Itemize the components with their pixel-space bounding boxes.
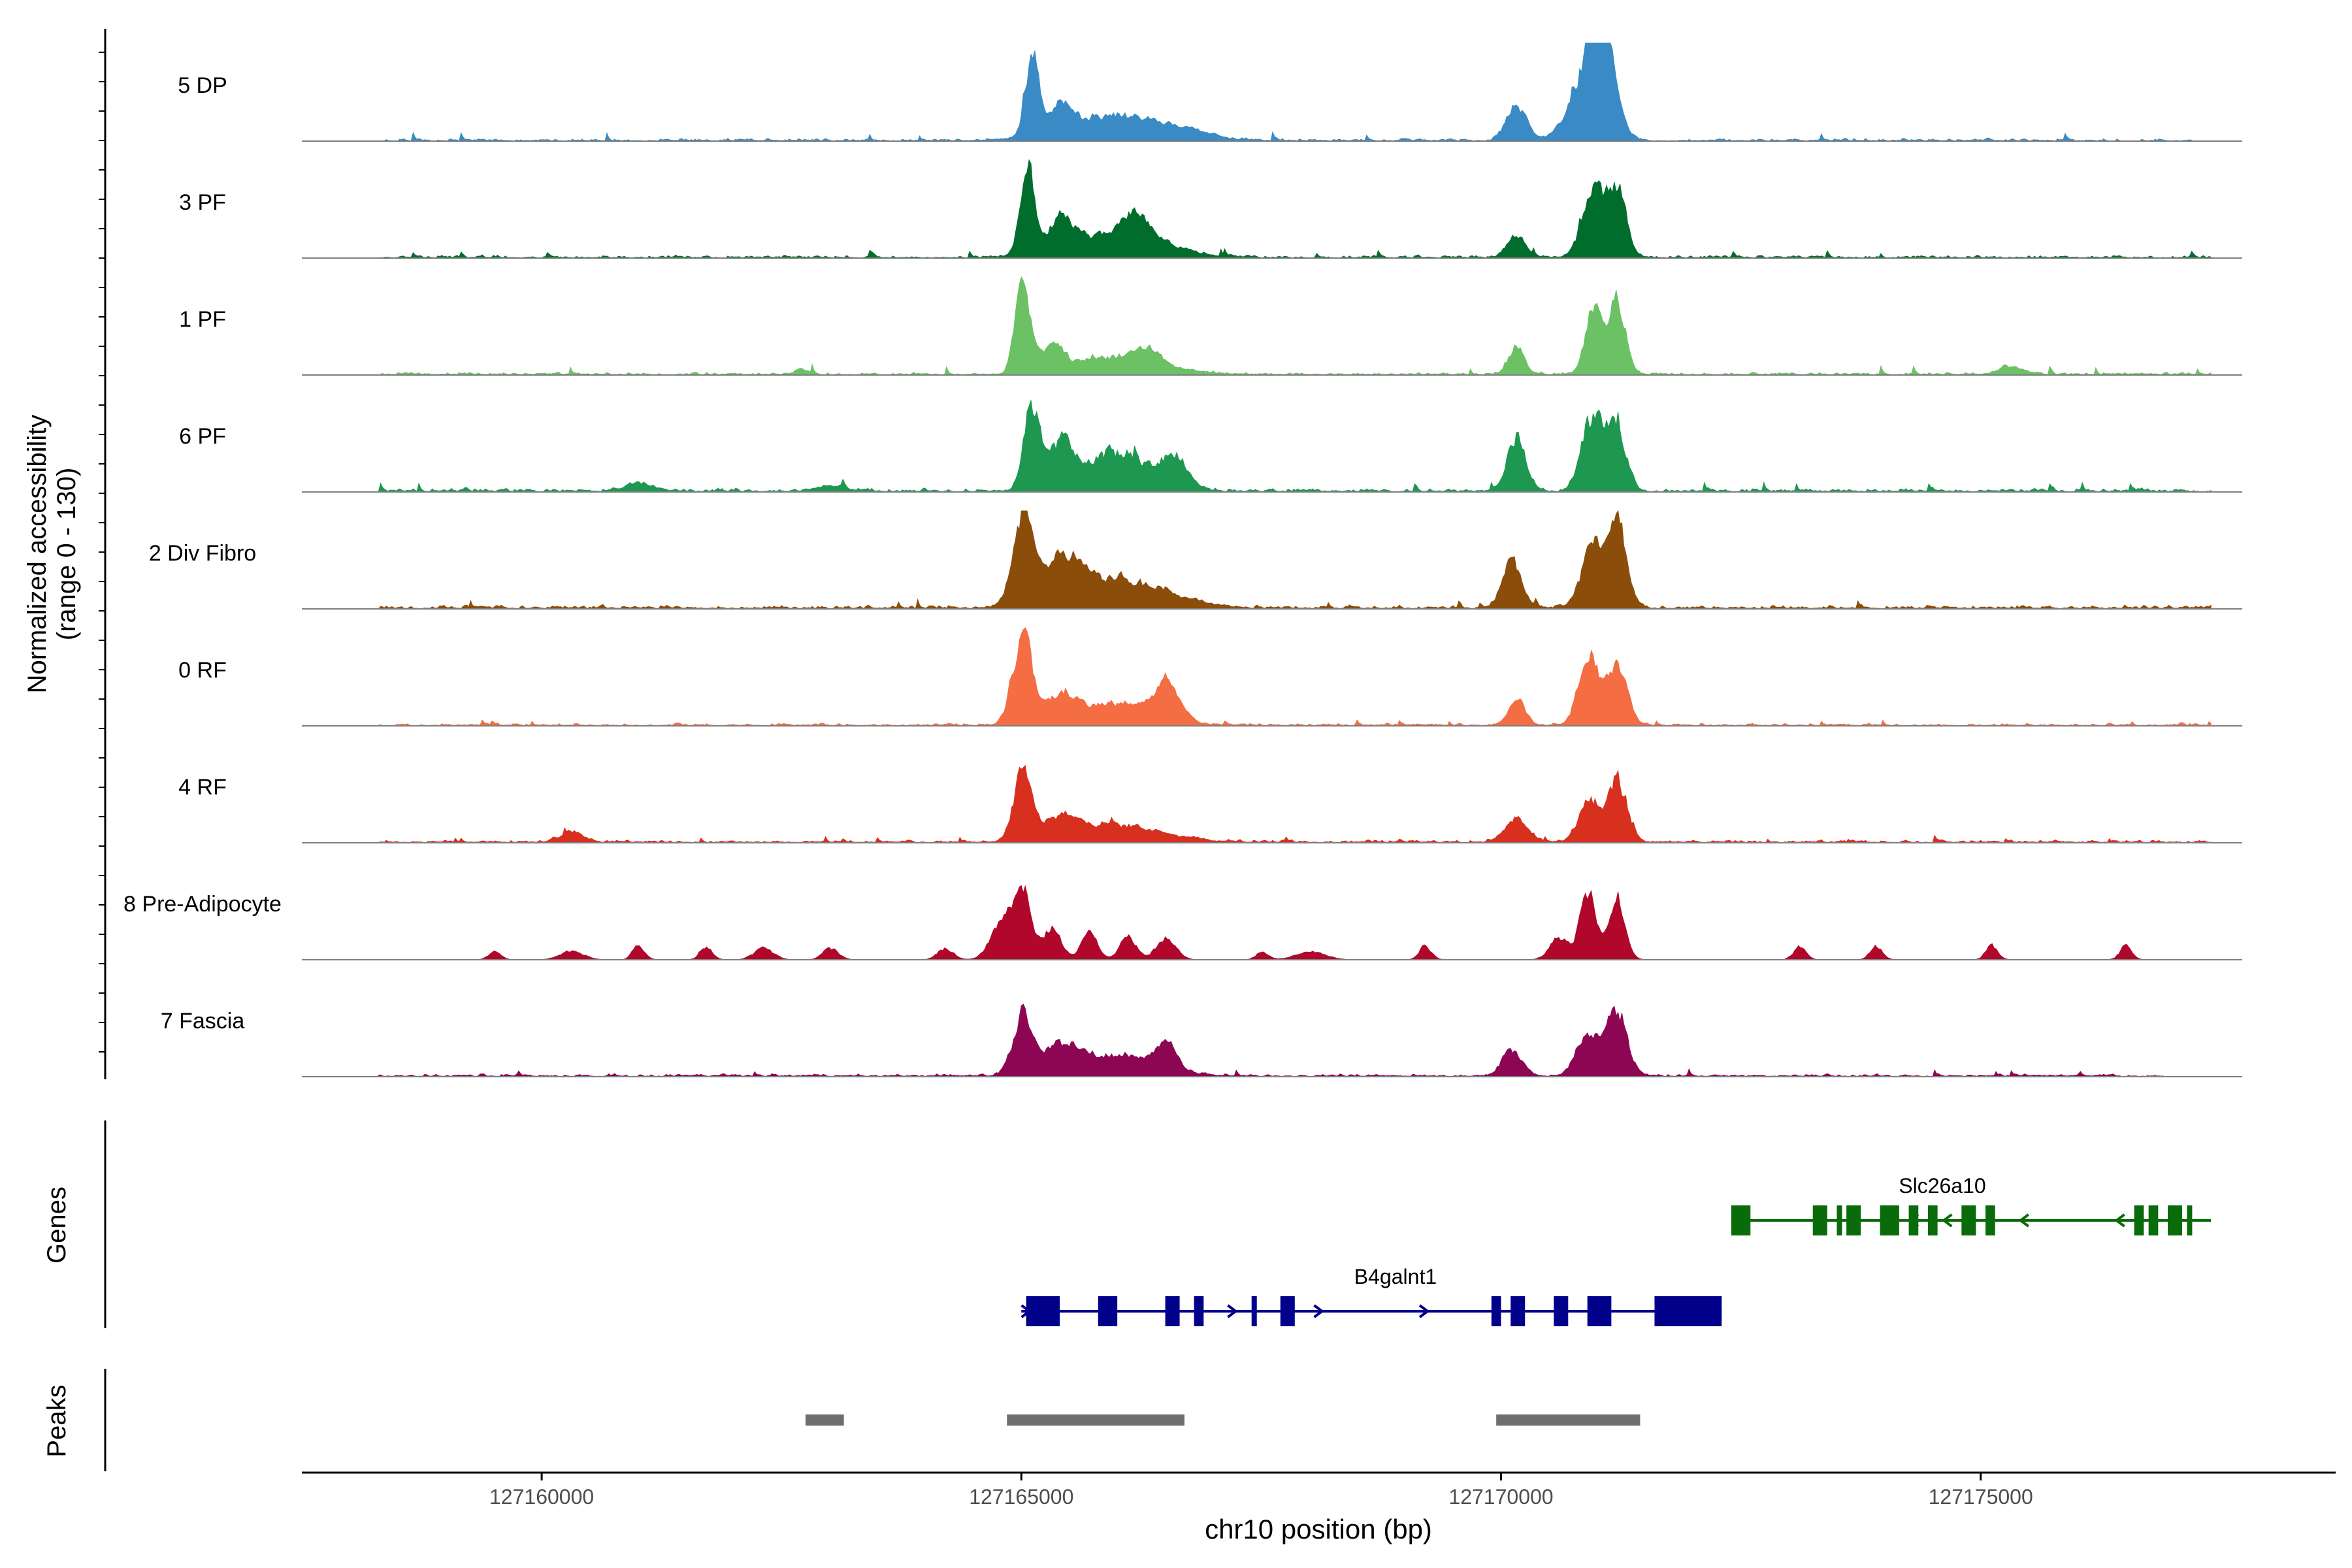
y-axis-title: Normalized accessibility: [23, 415, 52, 694]
track-label: 1 PF: [179, 307, 226, 332]
coverage-area: [378, 159, 2212, 259]
track-label: 6 PF: [179, 424, 226, 449]
gene-exon: [1927, 1205, 1938, 1235]
strand-arrow: [1418, 1304, 1430, 1318]
gene-exon: [1731, 1205, 1751, 1235]
track-5: 2 Div Fibro: [149, 510, 2242, 610]
gene-exon: [1961, 1205, 1976, 1235]
x-tick-label: 127165000: [969, 1485, 1073, 1509]
genes-panel: Slc26a10 B4galnt1: [1021, 1174, 2212, 1326]
track-label: 3 PF: [179, 190, 226, 215]
coverage-area: [378, 510, 2212, 610]
strand-arrow: [1021, 1304, 1032, 1318]
track-4: 6 PF: [179, 400, 2242, 493]
gene-exon: [1985, 1205, 1995, 1235]
track-7: 4 RF: [178, 764, 2242, 843]
strand-arrow: [1227, 1304, 1238, 1318]
strand-arrow: [2114, 1213, 2125, 1228]
gene-label: B4galnt1: [1354, 1265, 1437, 1288]
strand-arrow: [2018, 1213, 2029, 1228]
gene-label: Slc26a10: [1899, 1174, 1985, 1198]
x-tick-label: 127170000: [1448, 1485, 1553, 1509]
x-axis-ticks: 127160000 127165000 127170000 127175000: [489, 1473, 2033, 1509]
genes-panel-label: Genes: [42, 1186, 71, 1264]
strand-arrow: [1313, 1304, 1324, 1318]
peak-bar: [1496, 1414, 1641, 1426]
gene-exon: [1654, 1296, 1722, 1326]
peak-bar: [1007, 1414, 1184, 1426]
track-1: 5 DP: [178, 42, 2242, 142]
gene-exon: [1587, 1296, 1612, 1326]
track-label: 2 Div Fibro: [149, 541, 256, 566]
gene-exon: [1280, 1296, 1295, 1326]
x-axis-title: chr10 position (bp): [1205, 1514, 1432, 1544]
coverage-area: [378, 42, 2193, 142]
gene-exon: [1165, 1296, 1180, 1326]
coverage-area: [378, 885, 2212, 960]
coverage-area: [378, 627, 2212, 727]
track-2: 3 PF: [179, 159, 2242, 259]
gene-B4galnt1: B4galnt1: [1021, 1265, 1722, 1326]
track-label: 7 Fascia: [161, 1009, 245, 1034]
coverage-area: [378, 400, 2212, 493]
gene-exon: [2148, 1205, 2159, 1235]
gene-exon: [1908, 1205, 1919, 1235]
y-axis-subtitle: (range 0 - 130): [52, 468, 81, 641]
peak-bar: [805, 1414, 844, 1426]
peaks-panel: [805, 1414, 1641, 1426]
gene-exon: [2187, 1205, 2193, 1235]
gene-exon: [1846, 1205, 1861, 1235]
track-3: 1 PF: [179, 276, 2242, 376]
track-9: 7 Fascia: [161, 1004, 2242, 1077]
coverage-y-axis-ticks: [99, 52, 105, 1053]
coverage-area: [378, 1004, 2164, 1077]
gene-exon: [1026, 1296, 1060, 1326]
x-tick-label: 127175000: [1929, 1485, 2033, 1509]
x-tick-label: 127160000: [489, 1485, 594, 1509]
coverage-area: [378, 764, 2212, 843]
gene-exon: [1511, 1296, 1526, 1326]
gene-exon: [1098, 1296, 1118, 1326]
track-label: 8 Pre-Adipocyte: [123, 892, 282, 917]
track-label: 4 RF: [178, 775, 227, 800]
gene-exon: [1837, 1205, 1842, 1235]
coverage-area: [378, 276, 2212, 376]
track-label: 5 DP: [178, 73, 227, 98]
track-8: 8 Pre-Adipocyte: [123, 885, 2242, 960]
gene-exon: [1554, 1296, 1569, 1326]
strand-arrow: [1908, 1213, 1919, 1228]
gene-exon: [1251, 1296, 1257, 1326]
gene-exon: [1880, 1205, 1899, 1235]
peaks-panel-label: Peaks: [42, 1384, 71, 1457]
gene-exon: [1491, 1296, 1501, 1326]
gene-exon: [2168, 1205, 2183, 1235]
track-label: 0 RF: [178, 658, 227, 683]
strand-arrow: [1941, 1213, 1953, 1228]
gene-exon: [1812, 1205, 1827, 1235]
gene-Slc26a10: Slc26a10: [1731, 1174, 2212, 1235]
coverage-tracks: 5 DP 3 PF 1 PF 6 PF 2 Div Fibro 0 RF 4 RF 8 Pre…: [123, 42, 2242, 1077]
gene-exon: [1194, 1296, 1204, 1326]
track-6: 0 RF: [178, 627, 2242, 727]
gene-exon: [2134, 1205, 2144, 1235]
